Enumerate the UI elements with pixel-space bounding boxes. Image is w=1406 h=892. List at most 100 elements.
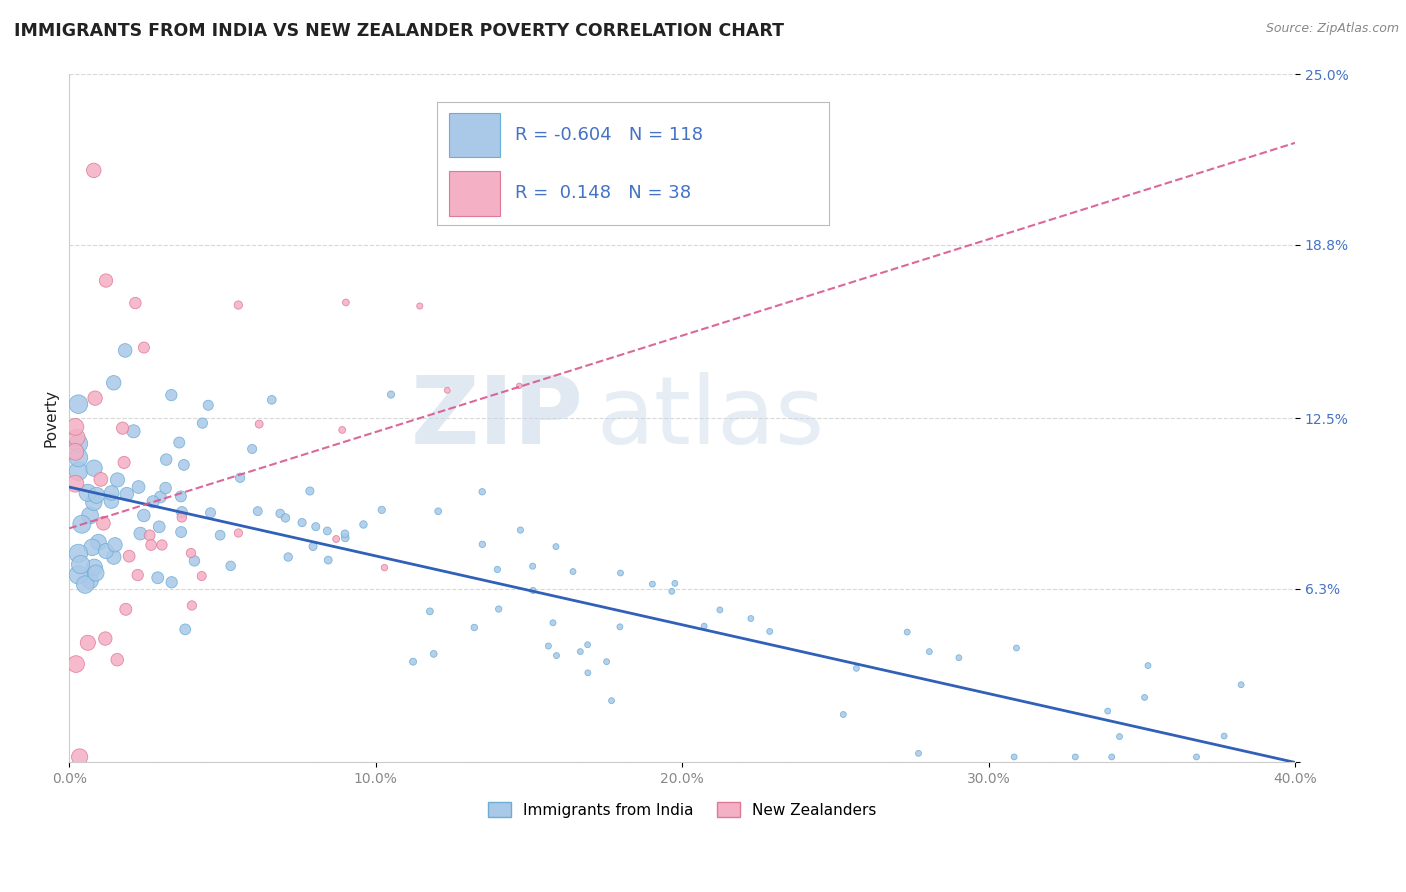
- Point: [67, 397, 90, 411]
- Point: [65, 420, 87, 434]
- Point: [112, 455, 135, 469]
- Point: [127, 568, 149, 582]
- Point: [436, 384, 458, 398]
- Point: [170, 510, 193, 524]
- Point: [83, 560, 105, 574]
- Point: [111, 421, 134, 435]
- Point: [260, 392, 283, 407]
- Point: [183, 554, 205, 568]
- Point: [228, 298, 250, 312]
- Point: [509, 523, 531, 537]
- Point: [544, 540, 567, 554]
- Point: [173, 458, 195, 472]
- Point: [93, 516, 115, 531]
- Point: [541, 615, 564, 630]
- Text: IMMIGRANTS FROM INDIA VS NEW ZEALANDER POVERTY CORRELATION CHART: IMMIGRANTS FROM INDIA VS NEW ZEALANDER P…: [14, 22, 785, 40]
- Point: [219, 558, 242, 573]
- Point: [107, 473, 129, 487]
- Point: [508, 379, 530, 393]
- Point: [576, 665, 599, 680]
- Point: [79, 574, 101, 588]
- Y-axis label: Poverty: Poverty: [44, 389, 58, 447]
- Point: [277, 549, 299, 564]
- Point: [486, 562, 509, 576]
- Point: [1108, 730, 1130, 744]
- Point: [197, 398, 219, 412]
- Point: [118, 549, 141, 564]
- Point: [100, 486, 122, 500]
- Point: [180, 599, 202, 613]
- Point: [758, 624, 780, 639]
- Point: [740, 611, 762, 625]
- Point: [180, 546, 202, 560]
- Point: [471, 537, 494, 551]
- Point: [170, 524, 193, 539]
- Point: [103, 376, 125, 390]
- Point: [122, 425, 145, 439]
- Point: [66, 431, 89, 445]
- Point: [661, 584, 683, 599]
- Point: [373, 560, 395, 574]
- Point: [576, 638, 599, 652]
- Point: [128, 480, 150, 494]
- Point: [664, 576, 686, 591]
- Point: [845, 661, 868, 675]
- Point: [269, 507, 291, 521]
- Point: [132, 341, 155, 355]
- Point: [94, 544, 117, 558]
- Point: [291, 516, 314, 530]
- Point: [609, 566, 631, 580]
- Point: [522, 559, 544, 574]
- Point: [82, 541, 104, 555]
- Point: [1064, 750, 1087, 764]
- Point: [83, 495, 105, 509]
- Point: [1185, 750, 1208, 764]
- Point: [167, 435, 190, 450]
- Point: [600, 694, 623, 708]
- Point: [896, 625, 918, 640]
- Point: [76, 485, 98, 500]
- Point: [228, 526, 250, 541]
- Point: [84, 391, 107, 405]
- Point: [609, 620, 631, 634]
- Point: [65, 444, 87, 458]
- Text: Source: ZipAtlas.com: Source: ZipAtlas.com: [1265, 22, 1399, 36]
- Point: [948, 650, 970, 665]
- Point: [335, 295, 357, 310]
- Point: [832, 707, 855, 722]
- Point: [422, 647, 444, 661]
- Point: [67, 567, 90, 582]
- Point: [174, 623, 197, 637]
- Point: [104, 538, 127, 552]
- Point: [83, 163, 105, 178]
- Point: [335, 531, 357, 545]
- Point: [100, 494, 122, 508]
- Point: [1005, 640, 1028, 655]
- Point: [67, 547, 90, 561]
- Point: [67, 464, 90, 478]
- Point: [562, 565, 585, 579]
- Point: [471, 484, 494, 499]
- Point: [247, 417, 270, 431]
- Point: [200, 506, 222, 520]
- Point: [170, 490, 193, 504]
- Point: [316, 524, 339, 538]
- Point: [419, 604, 441, 618]
- Point: [191, 416, 214, 430]
- Point: [537, 639, 560, 653]
- Point: [70, 517, 93, 532]
- Point: [155, 452, 177, 467]
- Point: [132, 508, 155, 523]
- Point: [209, 528, 232, 542]
- Point: [709, 603, 731, 617]
- Point: [240, 442, 263, 456]
- Point: [190, 569, 212, 583]
- Point: [105, 653, 128, 667]
- Point: [160, 575, 183, 590]
- Point: [67, 450, 90, 465]
- Point: [65, 657, 87, 671]
- Point: [65, 476, 87, 491]
- Point: [94, 274, 117, 288]
- Point: [114, 602, 136, 616]
- Point: [148, 520, 170, 534]
